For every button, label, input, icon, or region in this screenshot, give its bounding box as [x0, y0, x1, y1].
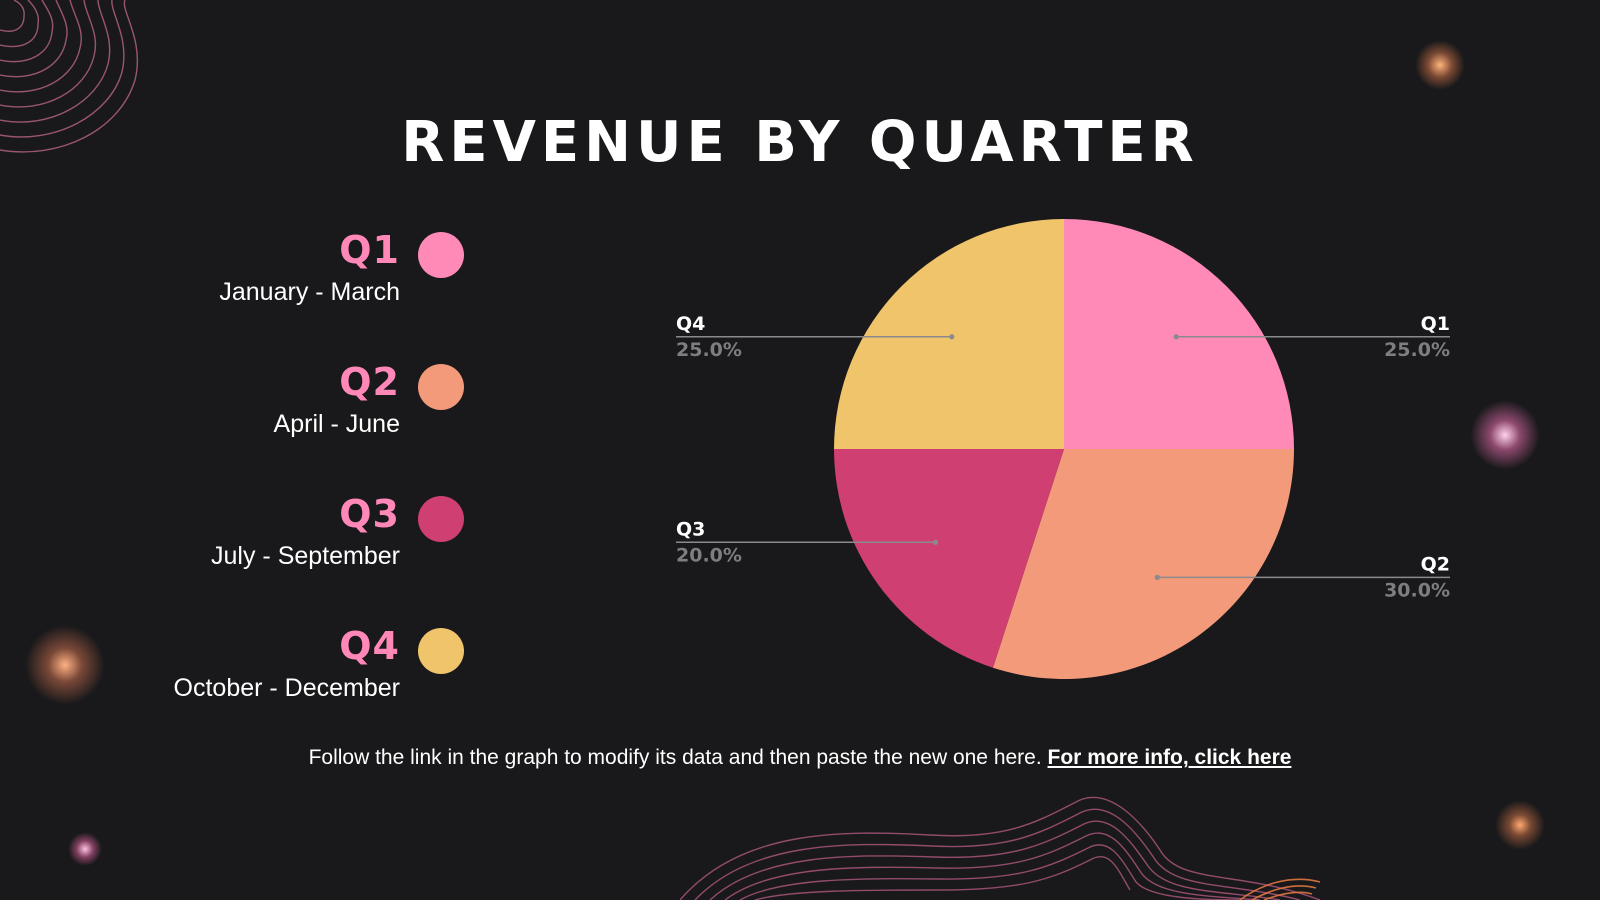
legend-quarter-range: January - March — [219, 278, 400, 306]
legend-swatch — [418, 232, 464, 278]
glow-orb — [1415, 40, 1465, 90]
pie-slice-q2[interactable] — [992, 449, 1294, 679]
legend-quarter-label: Q2 — [339, 360, 400, 404]
slice-label-q1: Q1 — [1421, 313, 1450, 335]
legend-quarter-label: Q1 — [339, 228, 400, 272]
legend-quarter-range: July - September — [211, 542, 400, 570]
more-info-link[interactable]: For more info, click here — [1047, 746, 1292, 769]
glow-orb — [68, 832, 102, 866]
glow-orb — [1470, 400, 1540, 470]
glow-orb — [1495, 800, 1545, 850]
leader-dot-q3 — [933, 539, 939, 545]
leader-dot-q4 — [949, 334, 955, 340]
slice-label-q4: Q4 — [676, 313, 705, 335]
page-title: REVENUE BY QUARTER — [401, 110, 1199, 175]
legend-quarter-label: Q3 — [339, 492, 400, 536]
legend-swatch — [418, 496, 464, 542]
footer-note: Follow the link in the graph to modify i… — [0, 746, 1600, 770]
leader-dot-q1 — [1173, 334, 1179, 340]
legend-swatch — [418, 628, 464, 674]
legend-quarter-label: Q4 — [339, 624, 400, 668]
slice-value-q2: 30.0% — [1384, 579, 1450, 601]
legend-item-q4: Q4 October - December — [0, 622, 480, 722]
legend-item-q2: Q2 April - June — [0, 358, 480, 458]
pie-slice-q3[interactable] — [834, 449, 1064, 668]
legend-quarter-range: April - June — [273, 410, 400, 438]
slice-value-q1: 25.0% — [1384, 339, 1450, 361]
legend-quarter-range: October - December — [173, 674, 400, 702]
slice-value-q4: 25.0% — [676, 339, 742, 361]
leader-dot-q2 — [1154, 574, 1160, 580]
glow-orb — [25, 625, 105, 705]
footer-text: Follow the link in the graph to modify i… — [308, 746, 1042, 769]
slice-label-q3: Q3 — [676, 518, 705, 540]
slice-value-q3: 20.0% — [676, 544, 742, 566]
legend-item-q3: Q3 July - September — [0, 490, 480, 590]
pie-slice-q4[interactable] — [834, 219, 1064, 449]
slice-label-q2: Q2 — [1421, 553, 1450, 575]
legend-swatch — [418, 364, 464, 410]
pie-slice-q1[interactable] — [1064, 219, 1294, 449]
legend-item-q1: Q1 January - March — [0, 226, 480, 326]
